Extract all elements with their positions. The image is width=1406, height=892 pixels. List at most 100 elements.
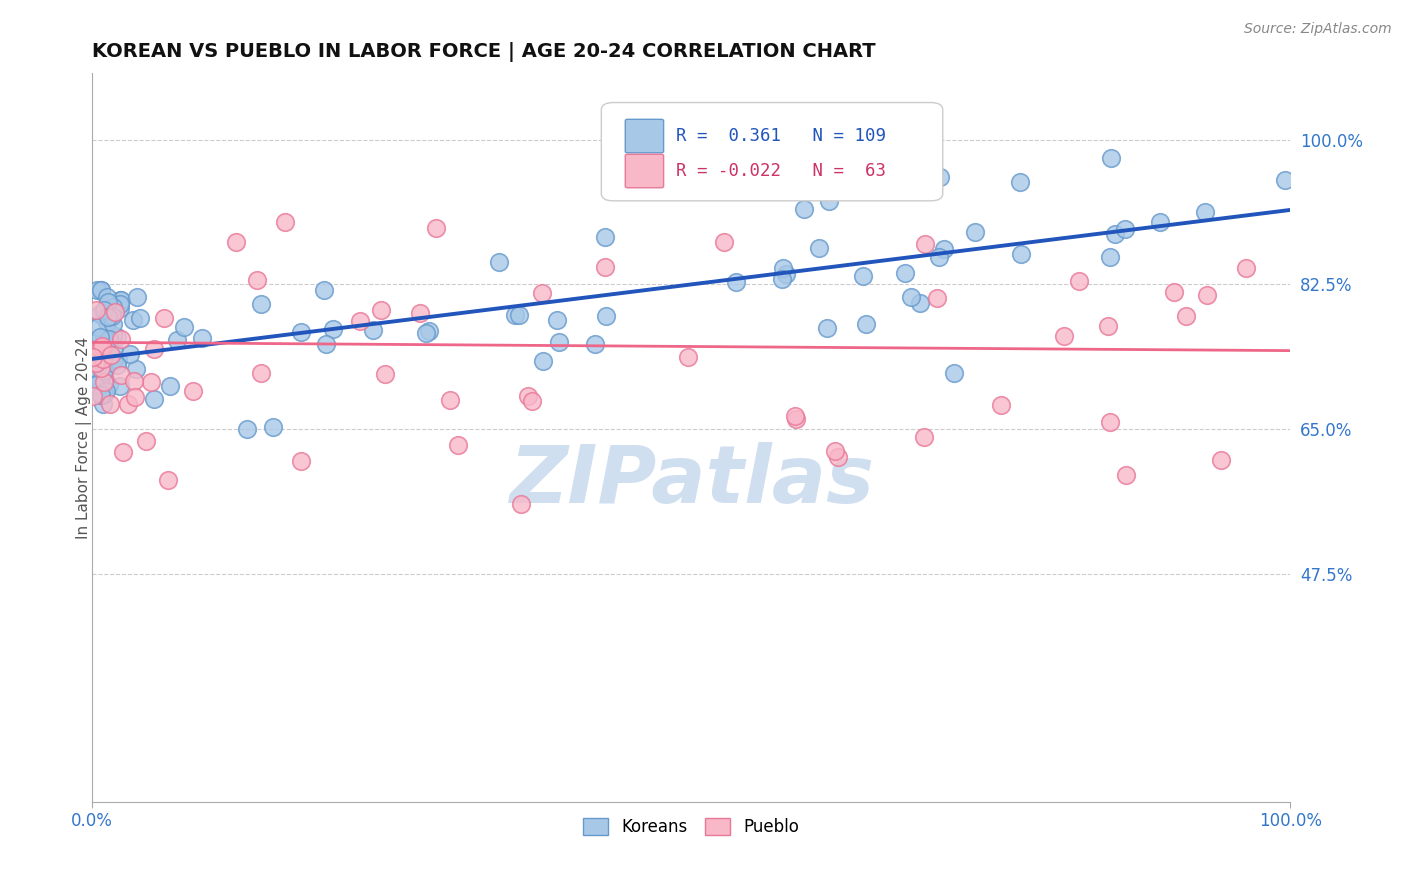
Point — [122, 312, 145, 326]
Point — [439, 392, 461, 407]
Point — [374, 367, 396, 381]
Point — [815, 321, 838, 335]
Point — [108, 297, 131, 311]
Point — [89, 344, 111, 359]
Point — [93, 310, 115, 325]
Point — [93, 363, 115, 377]
Point — [108, 301, 131, 316]
Point — [1099, 152, 1122, 166]
Point — [503, 308, 526, 322]
Point — [118, 346, 141, 360]
Point — [111, 445, 134, 459]
Point — [90, 284, 112, 298]
Point — [510, 498, 533, 512]
Point — [159, 379, 181, 393]
Point — [129, 311, 152, 326]
Point — [97, 332, 120, 346]
Point — [97, 310, 120, 325]
Point — [225, 235, 247, 250]
Point — [770, 271, 793, 285]
Point — [96, 290, 118, 304]
Point — [928, 250, 950, 264]
Point — [93, 373, 115, 387]
Point — [775, 267, 797, 281]
Point — [83, 363, 105, 377]
Point — [274, 215, 297, 229]
Point — [817, 194, 839, 208]
Point — [418, 324, 440, 338]
Point — [105, 359, 128, 373]
Point — [124, 362, 146, 376]
Point — [236, 422, 259, 436]
Point — [547, 335, 569, 350]
Point — [1115, 468, 1137, 483]
Point — [925, 291, 948, 305]
Point — [86, 368, 108, 382]
Point — [90, 283, 112, 297]
Point — [110, 332, 132, 346]
Point — [108, 378, 131, 392]
Point — [546, 313, 568, 327]
Point — [908, 296, 931, 310]
Point — [90, 387, 112, 401]
Point — [103, 300, 125, 314]
Point — [1175, 309, 1198, 323]
Point — [1067, 274, 1090, 288]
Point — [409, 306, 432, 320]
Text: ZIPatlas: ZIPatlas — [509, 442, 873, 520]
Point — [142, 342, 165, 356]
Point — [141, 375, 163, 389]
Point — [900, 290, 922, 304]
Point — [361, 323, 384, 337]
Point — [117, 397, 139, 411]
Text: Source: ZipAtlas.com: Source: ZipAtlas.com — [1244, 22, 1392, 37]
Point — [370, 302, 392, 317]
Point — [676, 350, 699, 364]
Text: R = -0.022   N =  63: R = -0.022 N = 63 — [676, 162, 886, 180]
Point — [135, 434, 157, 448]
Point — [1195, 287, 1218, 301]
Point — [93, 331, 115, 345]
Point — [488, 254, 510, 268]
Point — [1194, 204, 1216, 219]
Point — [89, 307, 111, 321]
Point — [531, 285, 554, 300]
Point — [928, 170, 950, 185]
Point — [83, 378, 105, 392]
Point — [101, 327, 124, 342]
Point — [425, 221, 447, 235]
Point — [93, 303, 115, 318]
Point — [100, 348, 122, 362]
Point — [772, 260, 794, 275]
Point — [98, 332, 121, 346]
Point — [508, 309, 530, 323]
Point — [87, 320, 110, 334]
Point — [932, 242, 955, 256]
Point — [83, 343, 105, 358]
Point — [852, 269, 875, 284]
Point — [87, 356, 110, 370]
Point — [807, 241, 830, 255]
Point — [103, 351, 125, 366]
Legend: Koreans, Pueblo: Koreans, Pueblo — [575, 809, 807, 844]
Y-axis label: In Labor Force | Age 20-24: In Labor Force | Age 20-24 — [76, 336, 91, 539]
Point — [153, 310, 176, 325]
Point — [103, 345, 125, 359]
Point — [262, 420, 284, 434]
Point — [91, 341, 114, 355]
Point — [93, 358, 115, 372]
Point — [322, 321, 344, 335]
Point — [157, 473, 180, 487]
Point — [522, 393, 544, 408]
FancyBboxPatch shape — [626, 120, 664, 153]
Point — [84, 346, 107, 360]
Point — [855, 318, 877, 332]
Point — [1097, 319, 1119, 334]
Point — [1098, 415, 1121, 429]
Point — [783, 409, 806, 423]
Point — [93, 364, 115, 378]
Point — [1053, 328, 1076, 343]
Point — [101, 317, 124, 331]
Point — [593, 230, 616, 244]
Point — [1149, 215, 1171, 229]
